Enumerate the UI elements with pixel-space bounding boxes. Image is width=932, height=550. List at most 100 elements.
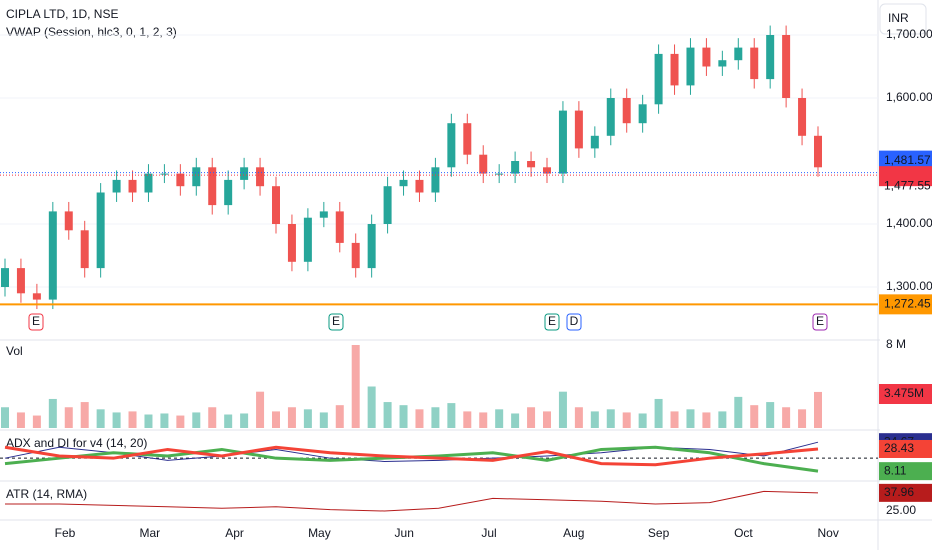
volume-bar — [351, 345, 360, 428]
candle-body — [319, 211, 328, 218]
candle-body — [750, 47, 759, 80]
candle-body — [96, 192, 105, 269]
indicator-badge — [879, 483, 932, 502]
candle-body — [399, 179, 408, 187]
price-label: 1,272.45 — [884, 297, 931, 311]
currency[interactable]: INR — [888, 11, 909, 25]
volume-bar — [160, 413, 169, 428]
volume-bar — [256, 391, 265, 428]
month-label: Oct — [734, 526, 753, 540]
month-label: Feb — [55, 526, 76, 540]
candle-body — [479, 154, 488, 174]
volume-badge — [879, 384, 932, 404]
candle-body — [511, 161, 520, 174]
volume-bar — [335, 405, 344, 428]
event-marker — [566, 313, 582, 331]
candle-body — [431, 167, 440, 193]
event-label: E — [816, 314, 824, 328]
volume-bar — [287, 407, 296, 428]
candle-body — [176, 173, 185, 187]
volume-bar — [766, 402, 775, 428]
volume-bar — [16, 412, 25, 428]
volume-bar — [208, 407, 217, 428]
y-tick-label: 1,700.00 — [886, 27, 932, 41]
candle-body — [112, 179, 121, 193]
candle-body — [80, 230, 89, 269]
candle-body — [272, 186, 280, 224]
volume-bar — [128, 411, 137, 428]
price-label: 1,477.55 — [884, 178, 931, 192]
month-label: Aug — [563, 526, 584, 540]
price-label: 1,481.57 — [884, 153, 931, 167]
volume-bar — [543, 411, 551, 428]
candle-body — [558, 110, 567, 174]
volume-bar — [112, 412, 121, 428]
month-label: Apr — [225, 526, 244, 540]
symbol-title: CIPLA LTD, 1D, NSE — [6, 7, 118, 21]
month-label: May — [308, 526, 331, 540]
volume-bar — [814, 391, 822, 428]
candle-body — [144, 173, 153, 193]
volume-bar — [1, 407, 9, 428]
event-marker — [28, 313, 44, 331]
price-badge — [879, 150, 932, 171]
event-marker — [328, 313, 344, 331]
volume-bar — [399, 405, 408, 428]
pane-title: ATR (14, RMA) — [6, 487, 87, 501]
volume-bar — [798, 409, 807, 428]
indicator-line — [4, 441, 819, 462]
volume-bar — [654, 398, 663, 428]
month-label: Sep — [648, 526, 670, 540]
volume-bar — [718, 411, 727, 428]
candle-body — [208, 167, 217, 206]
volume-bar — [240, 413, 249, 428]
volume-bar — [303, 409, 312, 428]
volume-bar — [367, 386, 376, 428]
indicator-label: VWAP (Session, hlc3, 0, 1, 2, 3) — [6, 25, 177, 39]
candle-body — [128, 179, 137, 193]
price-badge — [879, 294, 932, 315]
candle-body — [192, 167, 201, 187]
candle-body — [48, 211, 57, 300]
volume-bar — [272, 411, 280, 428]
volume-bar — [750, 405, 759, 428]
candle-body — [782, 35, 791, 98]
pane-title: ADX and DI for v4 (14, 20) — [6, 436, 147, 450]
candle-body — [590, 135, 599, 149]
volume-bar — [527, 407, 536, 428]
volume-bar — [686, 409, 695, 428]
y-tick-label: 1,400.00 — [886, 216, 932, 230]
indicator-line — [5, 490, 819, 512]
candle-body — [383, 186, 392, 224]
candle-body — [16, 268, 25, 294]
indicator-badge — [879, 462, 932, 481]
volume-label: 3.475M — [884, 386, 924, 400]
month-label: Jul — [481, 526, 496, 540]
volume-bar — [415, 409, 424, 428]
y-tick-label: 1,600.00 — [886, 90, 932, 104]
price-badge — [879, 166, 932, 187]
candle-body — [606, 98, 615, 136]
volume-bar — [64, 407, 73, 428]
candle-body — [670, 53, 679, 86]
candle-body — [574, 110, 583, 149]
indicator-label: 37.96 — [884, 485, 914, 499]
event-marker — [812, 313, 828, 331]
volume-bar — [511, 413, 520, 428]
volume-bar — [447, 403, 456, 428]
candle-body — [32, 293, 41, 300]
candle-body — [463, 123, 472, 155]
volume-bar — [670, 411, 679, 428]
volume-bar — [574, 407, 583, 428]
month-label: Nov — [818, 526, 839, 540]
candle-body — [1, 268, 9, 287]
candle-body — [224, 179, 233, 206]
currency-button[interactable] — [879, 3, 927, 35]
volume-bar — [734, 396, 743, 428]
volume-bar — [782, 407, 791, 428]
volume-bar — [606, 409, 615, 428]
month-label: Jun — [395, 526, 414, 540]
volume-bar — [224, 414, 233, 428]
volume-bar — [96, 409, 105, 428]
